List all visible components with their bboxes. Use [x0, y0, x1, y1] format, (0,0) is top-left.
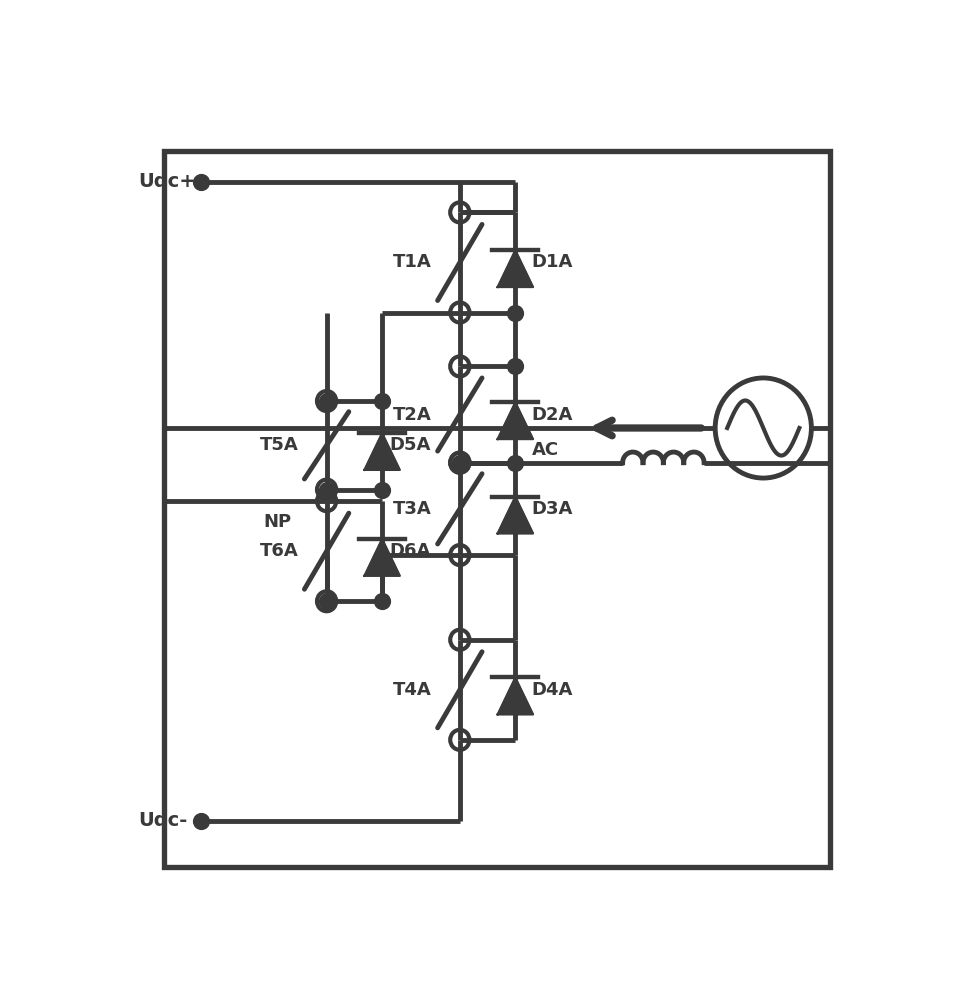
Polygon shape — [498, 677, 533, 714]
Polygon shape — [498, 497, 533, 533]
Point — [508, 358, 523, 374]
Polygon shape — [498, 250, 533, 287]
Point — [453, 455, 468, 471]
Text: D2A: D2A — [532, 406, 573, 424]
Text: Udc+: Udc+ — [138, 172, 196, 191]
Text: Udc-: Udc- — [138, 811, 187, 830]
Text: T3A: T3A — [393, 500, 432, 518]
Polygon shape — [365, 433, 400, 470]
Text: AC: AC — [532, 441, 559, 459]
Text: D3A: D3A — [532, 500, 573, 518]
Point — [193, 174, 208, 190]
Point — [319, 593, 334, 609]
Point — [508, 304, 523, 320]
Text: T5A: T5A — [260, 436, 299, 454]
Point — [193, 813, 208, 829]
Text: T1A: T1A — [393, 253, 432, 271]
Text: D5A: D5A — [390, 436, 431, 454]
Text: D4A: D4A — [532, 681, 573, 699]
Point — [374, 593, 390, 609]
Text: T6A: T6A — [260, 542, 299, 560]
Text: D1A: D1A — [532, 253, 573, 271]
Polygon shape — [365, 539, 400, 576]
Polygon shape — [498, 402, 533, 439]
Point — [319, 482, 334, 498]
Text: D6A: D6A — [390, 542, 431, 560]
Point — [374, 393, 390, 409]
Text: T2A: T2A — [393, 406, 432, 424]
Point — [374, 482, 390, 498]
Text: NP: NP — [264, 513, 292, 531]
Text: T4A: T4A — [393, 681, 432, 699]
Point — [508, 455, 523, 471]
Point — [319, 393, 334, 409]
